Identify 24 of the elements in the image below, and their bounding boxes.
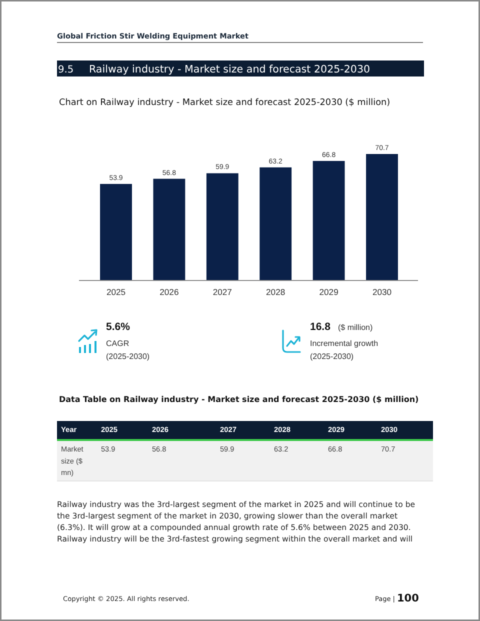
- x-tick-label: 2030: [372, 287, 392, 297]
- x-tick-label: 2028: [266, 287, 286, 297]
- text: 16.8: [310, 321, 331, 333]
- bar: [153, 178, 186, 280]
- bar: [100, 184, 132, 280]
- bar: [260, 167, 292, 280]
- chart-title: Chart on Railway industry - Market size and forecast 2025-2030 ($ million): [59, 98, 390, 108]
- text: Railway industry - Market size and forecast 2025-2030: [89, 64, 370, 76]
- text: CAGR: [106, 339, 130, 348]
- x-tick-label: 2026: [160, 287, 179, 297]
- text: Incremental growth: [310, 339, 378, 348]
- text: Data Table on Railway industry - Market size and forecast 2025-2030 ($ million): [59, 395, 419, 404]
- text: 5.6%: [106, 321, 131, 333]
- bar: [366, 154, 398, 280]
- x-tick-label: 2027: [212, 287, 232, 297]
- text: 100: [397, 592, 419, 604]
- bar: [312, 160, 345, 280]
- text: 9.5: [58, 64, 74, 76]
- bar: [206, 173, 238, 280]
- x-tick-label: 2029: [319, 287, 339, 297]
- x-tick-label: 2025: [106, 287, 126, 297]
- text: ($ million): [338, 323, 374, 332]
- text: (2025-2030): [106, 352, 150, 361]
- text: (2025-2030): [310, 352, 354, 361]
